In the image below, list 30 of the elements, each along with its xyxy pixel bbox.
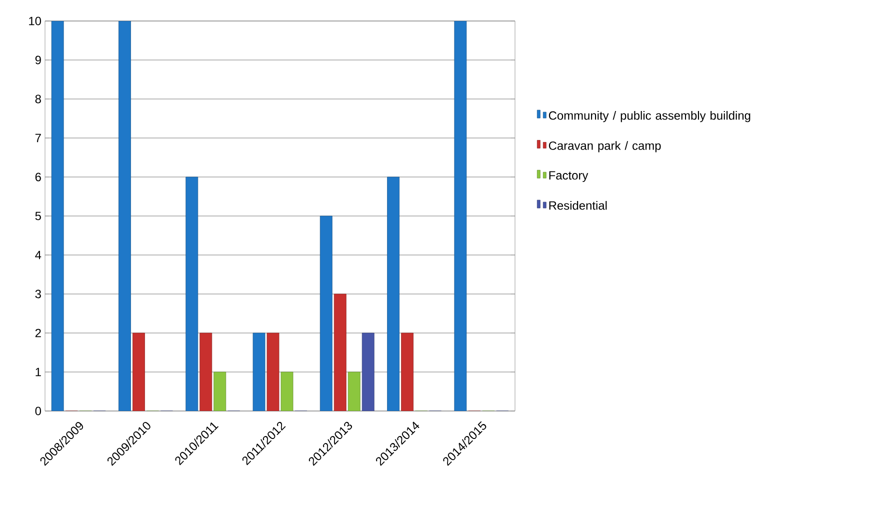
y-tick-label: 5	[35, 212, 41, 220]
y-tick-label: 4	[35, 250, 42, 260]
y-tick-label: 9	[35, 56, 41, 64]
y-tick-label: 1	[36, 368, 41, 376]
y-tick-label: 10	[29, 16, 42, 26]
bar	[362, 332, 374, 411]
y-tick-label: 3	[35, 290, 41, 298]
bar	[266, 332, 280, 411]
legend-label: Community / public assembly building	[548, 110, 750, 122]
y-tick-label: 2	[35, 328, 41, 338]
y-tick-label: 7	[35, 134, 41, 142]
bar	[118, 20, 131, 411]
bar	[401, 332, 414, 411]
legend-label: Caravan park / camp	[548, 141, 661, 152]
bar	[51, 20, 64, 411]
legend-label: Factory	[549, 171, 588, 182]
y-tick-label: 8	[35, 94, 41, 104]
y-tick-label: 0	[35, 406, 42, 416]
bar	[334, 294, 346, 411]
bar	[186, 176, 198, 411]
bar	[387, 176, 400, 411]
y-tick-label: 6	[35, 172, 41, 182]
bar	[348, 372, 360, 411]
legend-label: Residential	[549, 200, 607, 210]
bar	[320, 216, 332, 411]
bar	[454, 20, 467, 411]
bar	[214, 372, 226, 411]
bar	[132, 332, 145, 411]
bar	[252, 332, 266, 411]
bar	[200, 332, 212, 411]
